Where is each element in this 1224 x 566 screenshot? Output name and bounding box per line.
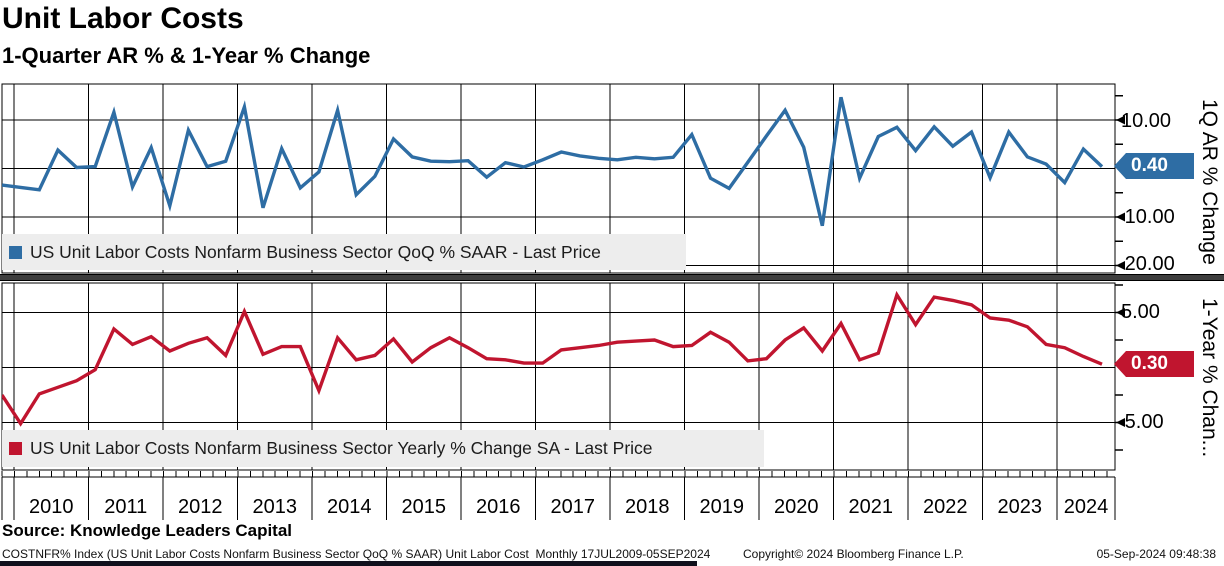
series-line-top — [2, 96, 1104, 227]
x-axis-year-label: 2013 — [252, 496, 298, 518]
panel-separator — [0, 274, 1224, 281]
x-axis-year-label: 2022 — [923, 496, 968, 518]
x-axis-year-label: 2017 — [550, 496, 596, 518]
y-axis-tick-label: -5.00 — [1118, 411, 1164, 433]
y-axis-ticks-bottom — [1115, 284, 1125, 451]
legend-top-label: US Unit Labor Costs Nonfarm Business Sec… — [30, 241, 601, 262]
legend-top-series[interactable]: US Unit Labor Costs Nonfarm Business Sec… — [2, 234, 686, 270]
y-axis-ticks-top — [1115, 95, 1125, 270]
y-axis-tick-label: -20.00 — [1118, 253, 1175, 275]
x-axis-year-label: 2021 — [848, 496, 894, 518]
legend-marker-blue-icon — [9, 245, 22, 259]
legend-bottom-label: US Unit Labor Costs Nonfarm Business Sec… — [30, 438, 653, 458]
x-axis-year-label: 2014 — [327, 496, 372, 518]
legend-bottom-series[interactable]: US Unit Labor Costs Nonfarm Business Sec… — [2, 430, 764, 467]
legend-marker-red-icon — [9, 442, 22, 455]
panel-border — [1, 282, 1116, 471]
timestamp: 05-Sep-2024 09:48:38 — [1096, 547, 1216, 561]
x-axis-year-label: 2020 — [774, 496, 819, 518]
x-axis-year-label: 2019 — [699, 496, 745, 518]
source-line: Source: Knowledge Leaders Capital — [2, 521, 293, 540]
last-price-tag-blue: 0.40 — [1114, 153, 1194, 179]
page-title: Unit Labor Costs — [2, 2, 244, 35]
right-axis-title-bottom: 1-Year % Chan... — [1198, 298, 1221, 458]
last-price-tag-red: 0.30 — [1114, 351, 1194, 377]
x-axis-year-label: 2018 — [625, 496, 670, 518]
x-axis-year-label: 2010 — [29, 496, 74, 518]
x-axis-year-label: 2012 — [178, 496, 223, 518]
panel-border — [1, 83, 1116, 274]
series-line-bottom — [2, 290, 1103, 427]
x-axis-year-label: 2023 — [997, 496, 1043, 518]
ticker-description: COSTNFR% Index (US Unit Labor Costs Nonf… — [2, 547, 711, 561]
x-axis-year-label: 2011 — [104, 496, 148, 518]
x-axis-year-label: 2016 — [476, 496, 521, 518]
x-axis-year-label: 2024 — [1063, 496, 1109, 518]
x-axis — [1, 470, 1116, 520]
copyright-text: Copyright© 2024 Bloomberg Finance L.P. — [743, 547, 964, 561]
right-axis-title-top: 1Q AR % Change — [1198, 99, 1221, 265]
page-subtitle: 1-Quarter AR % & 1-Year % Change — [2, 43, 371, 68]
y-axis-tick-label: 10.00 — [1121, 110, 1172, 132]
bottom-taskbar-strip — [0, 561, 697, 566]
x-axis-year-label: 2015 — [401, 496, 447, 518]
y-axis-tick-label: 5.00 — [1121, 301, 1160, 323]
y-axis-tick-label: -10.00 — [1118, 206, 1175, 228]
